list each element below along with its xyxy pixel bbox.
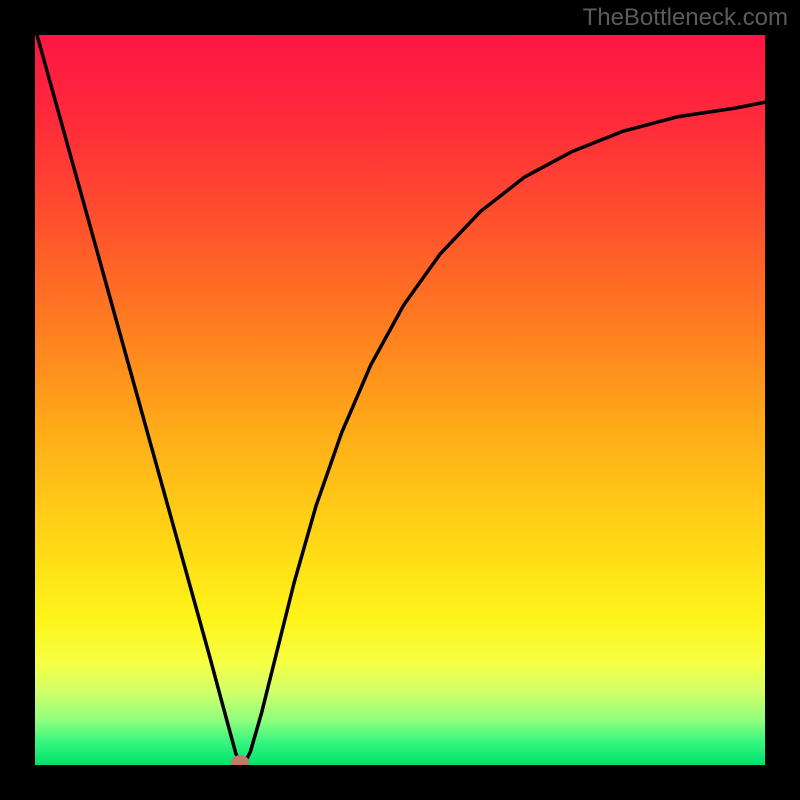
bottleneck-chart — [0, 0, 800, 800]
plot-gradient-background — [35, 35, 765, 765]
watermark-text: TheBottleneck.com — [583, 4, 788, 32]
chart-frame: TheBottleneck.com — [0, 0, 800, 800]
